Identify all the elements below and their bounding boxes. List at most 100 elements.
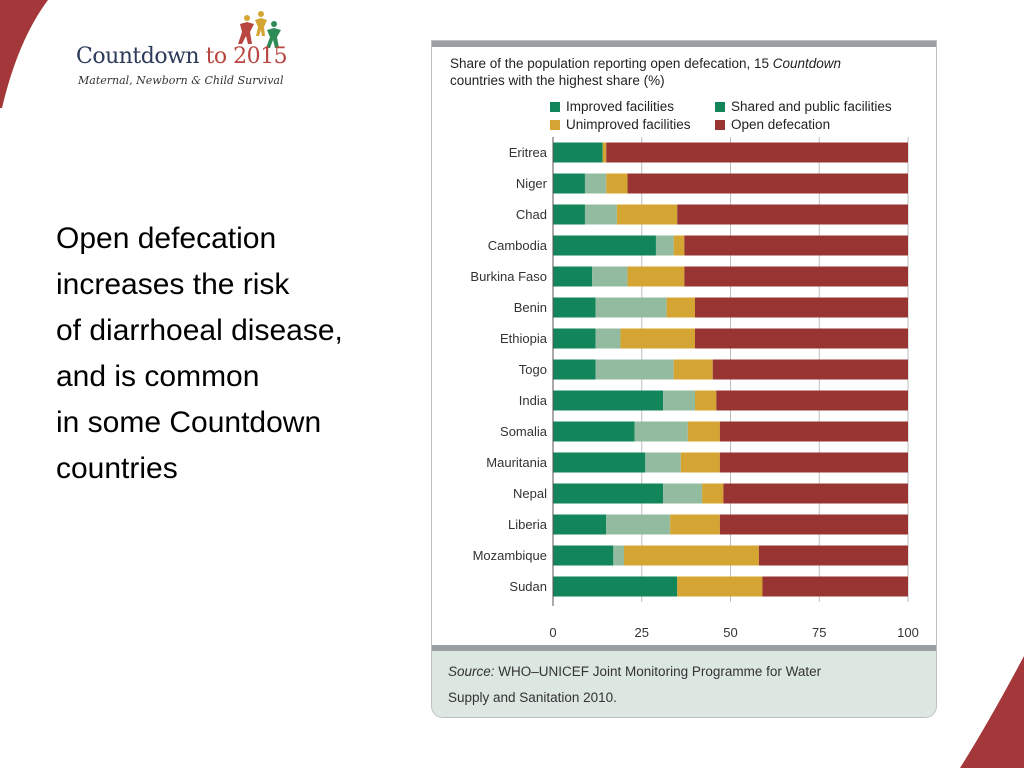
bar-segment [592, 266, 628, 287]
category-label: Sudan [509, 579, 547, 594]
bar-chart: Eritrea Niger Chad Cambodia Burkina Faso Beni… [470, 137, 919, 640]
bar-segment [655, 235, 674, 256]
bar-segment [712, 359, 908, 380]
headline-line: in some Countdown [56, 406, 322, 439]
bar-segment [627, 173, 908, 194]
x-tick-label: 75 [812, 625, 826, 640]
chart-title: Share of the population reporting open d… [450, 56, 842, 88]
panel-top-bar [432, 41, 936, 47]
source-text-2: Supply and Sanitation 2010. [448, 690, 617, 705]
x-tick-label: 0 [549, 625, 556, 640]
bar-segment [670, 514, 720, 535]
bar-segment [719, 421, 908, 442]
bar-segment [553, 390, 664, 411]
legend-item-open: Open defecation [715, 117, 830, 132]
headline-line: of diarrhoeal disease, [56, 314, 343, 347]
bar-segment [645, 452, 681, 473]
category-label: Burkina Faso [470, 269, 547, 284]
bar-segment [613, 545, 624, 566]
headline-line: countries [56, 452, 178, 485]
bar-segment [687, 421, 720, 442]
bar-segment [634, 421, 688, 442]
category-label: Cambodia [488, 238, 548, 253]
bar-segment [666, 297, 695, 318]
legend-swatch [715, 119, 725, 130]
bar-segment [684, 235, 908, 256]
bar-segment [584, 204, 617, 225]
legend-item-improved: Improved facilities [550, 99, 674, 114]
bar-segment [719, 452, 908, 473]
bottom-right-swoosh [960, 656, 1024, 768]
bar-segment [553, 483, 664, 504]
legend-label: Improved facilities [566, 99, 675, 114]
bar-segment [719, 514, 908, 535]
bar-segment [553, 576, 678, 597]
slide-headline: Open defecation increases the risk of di… [56, 216, 416, 492]
bar-segment [553, 452, 646, 473]
top-left-swoosh [0, 0, 48, 108]
bar-segment [553, 266, 593, 287]
bar-segment [762, 576, 908, 597]
legend-swatch [550, 101, 560, 112]
bar-segment [553, 173, 585, 194]
bar-segment [606, 514, 671, 535]
bar-segment [620, 328, 695, 349]
bar-segment [627, 266, 685, 287]
bar-segment [553, 142, 603, 163]
bar-segment [606, 142, 908, 163]
bar-segment [680, 452, 720, 473]
bar-segment [616, 204, 678, 225]
bar-segment [595, 359, 674, 380]
bar-segment [684, 266, 908, 287]
bar-segment [695, 297, 908, 318]
bar-segment [673, 235, 685, 256]
category-label: Liberia [508, 517, 548, 532]
bar-segment [553, 297, 596, 318]
category-label: Mozambique [473, 548, 547, 563]
bar-segment [553, 204, 585, 225]
source-note: Source: WHO–UNICEF Joint Monitoring Prog… [432, 645, 936, 717]
legend-label: Shared and public facilities [731, 99, 892, 114]
x-tick-label: 100 [897, 625, 919, 640]
category-label: India [519, 393, 548, 408]
bar-segment [716, 390, 908, 411]
logo-title: Countdown to 2015 [76, 44, 288, 69]
headline-line: and is common [56, 360, 260, 393]
bar-segment [702, 483, 724, 504]
category-label: Ethiopia [500, 331, 548, 346]
people-figures-icon [238, 11, 281, 48]
bar-segment [624, 545, 759, 566]
category-label: Nepal [513, 486, 547, 501]
legend-item-unimproved: Unimproved facilities [550, 117, 691, 132]
countdown-logo: Countdown to 2015 Maternal, Newborn & Ch… [76, 10, 296, 100]
bar-segment [553, 328, 596, 349]
category-label: Mauritania [486, 455, 547, 470]
bar-segment [553, 235, 656, 256]
bar-segment [673, 359, 713, 380]
category-label: Togo [519, 362, 547, 377]
x-tick-label: 25 [635, 625, 649, 640]
category-label: Chad [516, 207, 547, 222]
chart-panel: Share of the population reporting open d… [431, 40, 937, 718]
legend-item-shared: Shared and public facilities [715, 99, 892, 114]
category-label: Eritrea [509, 145, 548, 160]
category-label: Somalia [500, 424, 548, 439]
bar-segment [595, 328, 621, 349]
bar-segment [663, 390, 695, 411]
legend-label: Unimproved facilities [566, 117, 691, 132]
bar-segment [606, 173, 628, 194]
legend-label: Open defecation [731, 117, 831, 132]
category-label: Niger [516, 176, 548, 191]
bar-segment [677, 204, 908, 225]
bar-segment [595, 297, 667, 318]
headline-line: increases the risk [56, 268, 290, 301]
bar-segment [723, 483, 908, 504]
bar-segment [602, 142, 607, 163]
bar-segment [553, 359, 596, 380]
x-tick-label: 50 [723, 625, 737, 640]
bar-segment [584, 173, 607, 194]
bar-segment [758, 545, 908, 566]
source-text: WHO–UNICEF Joint Monitoring Programme fo… [494, 664, 822, 679]
bar-segment [663, 483, 703, 504]
bar-segment [677, 576, 763, 597]
